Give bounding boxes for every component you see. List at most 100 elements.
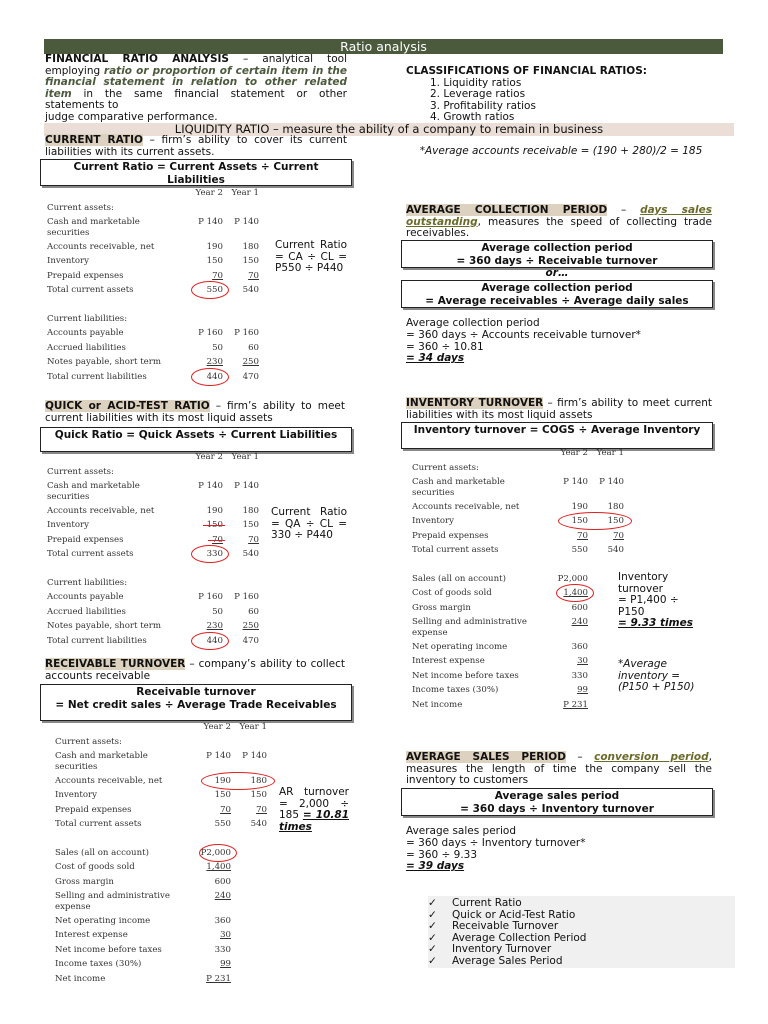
year1-value: Year 1 (223, 452, 259, 462)
year2-value: 330 (195, 945, 231, 955)
row-label: Accounts receivable, net (47, 505, 155, 516)
year2-value: 240 (552, 617, 588, 627)
year2-value: 150 (195, 790, 231, 800)
checklist-label: Inventory Turnover (452, 943, 552, 956)
value-text: Year 1 (231, 452, 259, 462)
row-label: Current assets: (47, 466, 114, 477)
statement-row: Selling and administrative expense 240 (410, 617, 630, 638)
intro-last: judge comparative performance. (45, 110, 218, 123)
checklist-label: Receivable Turnover (452, 920, 559, 933)
checklist-item: ✓ Average Sales Period (428, 954, 735, 968)
year2-value: P 231 (195, 974, 231, 984)
value-text: 99 (220, 959, 231, 969)
statement-row: Cash and marketable securities P 140 P 140 (53, 751, 273, 772)
check-icon: ✓ (428, 908, 437, 921)
check-icon: ✓ (428, 920, 437, 933)
row-label: Gross margin (55, 876, 114, 887)
value-text: 150 (206, 256, 223, 266)
value-text: P 140 (198, 481, 223, 491)
quick-ratio-desc: – firm’s ability to meet current liabili… (45, 400, 345, 424)
row-label: Accounts payable (47, 328, 124, 338)
year1-value: 60 (223, 607, 259, 617)
statement-row: Total current assets 550 540 (53, 819, 273, 833)
value-text: 70 (212, 270, 223, 281)
value-text: 1,400 (206, 862, 231, 872)
acp-term: AVERAGE COLLECTION PERIOD (406, 204, 608, 216)
statement-row: Accrued liabilities 50 60 (45, 607, 265, 621)
value-text: 50 (212, 606, 223, 617)
value-text: 190 (571, 501, 588, 512)
year2-value: 190 (187, 242, 223, 252)
row-label: Net operating income (412, 641, 508, 652)
value-text: 150 (206, 520, 223, 530)
intro-term: FINANCIAL RATIO ANALYSIS (45, 53, 229, 65)
statement-row: Net operating income 360 (53, 916, 273, 930)
year1-value: 540 (223, 549, 259, 559)
year1-value: P 160 (223, 328, 259, 338)
value-text: 180 (242, 505, 259, 516)
asp-result: = 39 days (406, 860, 465, 873)
inventory-calc: Inventory turnover = P1,400 ÷ P150 = 9.33 … (618, 572, 708, 630)
year1-value: 70 (223, 271, 259, 281)
value-text: 330 (571, 670, 588, 681)
value-text: 550 (214, 819, 231, 829)
row-label: Total current liabilities (47, 635, 147, 646)
intro-paragraph: FINANCIAL RATIO ANALYSIS – analytical to… (45, 53, 347, 124)
value-text: 550 (571, 545, 588, 555)
row-label: Prepaid expenses (47, 270, 124, 281)
year2-value: 550 (552, 545, 588, 555)
statement-row: Gross margin 600 (53, 877, 273, 891)
row-label: Cost of goods sold (412, 588, 492, 598)
avg-inventory-note: *Average inventory = (P150 + P150) (618, 659, 695, 693)
statement-row: Prepaid expenses 70 70 (45, 271, 265, 285)
row-label: Cash and marketable securities (47, 481, 140, 502)
statement-row: Prepaid expenses 70 70 (410, 531, 630, 545)
value-text: P2,000 (557, 573, 588, 584)
statement-row: Current assets: (53, 737, 273, 751)
value-text: P 140 (198, 217, 223, 227)
summary-checklist: ✓ Current Ratio ✓ Quick or Acid-Test Ratio ✓… (428, 896, 735, 968)
year1-value: 70 (223, 535, 259, 545)
calc-line: Average collection period (406, 317, 540, 329)
intro-rest: in the same financial statement or other… (45, 87, 347, 112)
asp-calc: Average sales period = 360 days ÷ Invento… (406, 825, 585, 873)
year1-value: 540 (223, 285, 259, 295)
row-label: Total current assets (55, 819, 142, 829)
statement-row: Interest expense 30 (410, 656, 630, 670)
avg-ar-note: *Average accounts receivable = (190 + 28… (419, 145, 703, 157)
statement-row: Inventory 150 150 (53, 790, 273, 804)
row-label: Total current assets (47, 549, 134, 559)
statement-row: Current assets: (45, 203, 265, 217)
value-text: 70 (220, 804, 231, 815)
year2-value: 150 (187, 520, 223, 530)
formula-line: = Net credit sales ÷ Average Trade Recei… (55, 698, 337, 711)
value-text: P 140 (234, 481, 259, 491)
value-text: 540 (607, 545, 624, 555)
checklist-label: Average Sales Period (452, 954, 563, 967)
value-text: P 140 (242, 751, 267, 761)
year2-value: 230 (187, 621, 223, 631)
asp-synonym: conversion period (594, 751, 709, 763)
statement-row: Accounts receivable, net 190 180 (45, 506, 265, 520)
inventory-turnover-formula: Inventory turnover = COGS ÷ Average Inve… (401, 422, 713, 449)
formula-line: Average sales period (494, 790, 620, 802)
year1-value: 540 (588, 545, 624, 555)
asp-desc: , measures the length of time the compan… (406, 751, 712, 787)
value-text: P 140 (563, 477, 588, 487)
value-text: 230 (206, 357, 223, 367)
quick-ratio-term: QUICK or ACID-TEST RATIO (45, 400, 210, 412)
value-text: 70 (613, 530, 624, 541)
value-text: Year 1 (239, 722, 267, 732)
row-label: Total current liabilities (47, 371, 147, 382)
statement-row: Accounts receivable, net 190 180 (410, 502, 630, 516)
value-text: 600 (214, 876, 231, 887)
acp-result: = 34 days (406, 352, 465, 365)
value-text: P 160 (234, 328, 259, 338)
statement-row: Accounts payable P 160 P 160 (45, 592, 265, 606)
statement-row: Cash and marketable securities P 140 P 140 (410, 477, 630, 498)
row-label: Prepaid expenses (47, 534, 124, 545)
acp-dash: – (607, 204, 641, 216)
red-circle-annotation (556, 584, 594, 602)
row-label: Gross margin (412, 602, 471, 613)
statement-row: Total current liabilities 440 470 (45, 631, 265, 650)
